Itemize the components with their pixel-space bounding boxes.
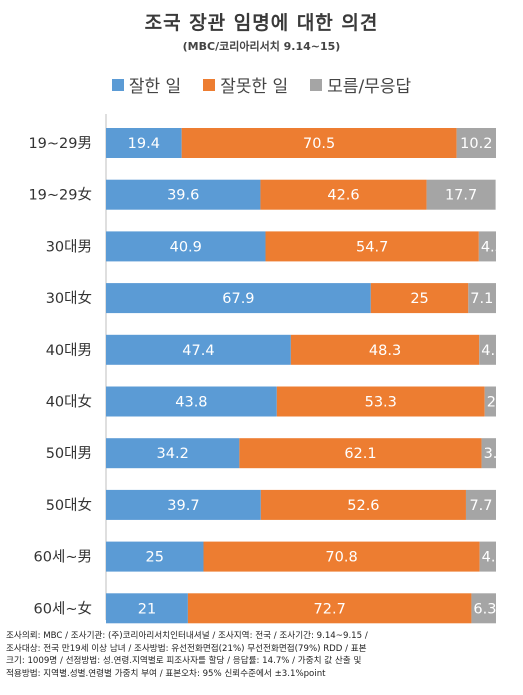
bar-segment: [106, 231, 266, 262]
legend-item-good: 잘한 일: [111, 72, 182, 97]
data-label: 43.8: [175, 395, 207, 411]
bar-segment: [370, 283, 469, 314]
category-label: 30대女: [46, 289, 92, 307]
category-label: 50대女: [46, 496, 92, 514]
bar-segment: [203, 541, 480, 572]
bar-segment: [265, 231, 479, 262]
data-label: 54.7: [356, 239, 388, 255]
category-label: 40대男: [46, 342, 92, 359]
bar-segment: [181, 128, 457, 158]
stacked-bar-chart: 19~29男 19.4 70.5 10.2 19~29女 39.6 42.6 17.7 30대男…: [28, 114, 510, 624]
category-label: 19~29男: [28, 136, 92, 152]
footnote-line: 조사의뢰: MBC / 조사기관: (주)코리아리서치인터내셔널 / 조사지역:…: [6, 631, 368, 641]
legend-label-bad: 잘못한 일: [220, 77, 289, 97]
bar-segment: [465, 489, 496, 520]
data-label: 10.2: [460, 136, 492, 152]
bar-segment: [260, 179, 427, 210]
data-label: 62.1: [344, 446, 376, 462]
bar-segment: [426, 179, 496, 210]
data-label: 7.1: [470, 291, 493, 307]
legend-swatch-unknown: [310, 78, 323, 91]
data-label: 25: [410, 291, 428, 307]
bar-segment: [106, 386, 277, 417]
footnote-line: 크기: 1009명 / 선정방법: 성.연령.지역별로 피조사자를 할당 / 응…: [6, 656, 362, 666]
data-label: 53.3: [365, 395, 397, 411]
bar-segment: [239, 438, 482, 469]
legend-label-good: 잘한 일: [128, 77, 182, 97]
bar-segment: [260, 489, 466, 520]
bar-segment: [106, 541, 204, 572]
data-label: 4.5: [481, 239, 504, 255]
chart-subtitle: (MBC/코리아리서치 9.14~15): [182, 40, 341, 53]
data-label: 2.9: [487, 395, 510, 411]
bar-segment: [106, 438, 240, 469]
data-label: 70.8: [325, 550, 357, 566]
legend-item-bad: 잘못한 일: [203, 72, 288, 97]
legend-swatch-bad: [203, 78, 216, 91]
legend: 잘한 일 잘못한 일 모름/무응답: [0, 72, 523, 97]
bar-segment: [456, 128, 496, 158]
bar-segment: [106, 283, 371, 314]
data-label: 17.7: [445, 188, 477, 204]
bar-segment: [106, 128, 182, 158]
data-label: 7.7: [469, 498, 492, 514]
bar-segment: [481, 438, 496, 469]
category-label: 60세~女: [34, 599, 92, 617]
data-label: 21: [138, 601, 156, 617]
bar-segment: [106, 489, 261, 520]
data-label: 67.9: [222, 291, 254, 307]
data-label: 52.6: [347, 498, 379, 514]
footnote-line: 적용방법: 지역별.성별.연령별 가중치 부여 / 표본오차: 95% 신뢰수준…: [6, 668, 326, 679]
data-label: 42.6: [327, 188, 359, 204]
data-label: 47.4: [182, 343, 214, 359]
survey-footnote: 조사의뢰: MBC / 조사기관: (주)코리아리서치인터내셔널 / 조사지역:…: [6, 630, 516, 680]
data-label: 3.7: [484, 446, 507, 462]
bar-segment: [484, 386, 496, 417]
category-label: 19~29女: [28, 186, 92, 204]
bar-segment: [478, 231, 496, 262]
bar-segment: [106, 334, 291, 365]
bar-segment: [290, 334, 480, 365]
data-label: 25: [146, 550, 164, 566]
legend-item-unknown: 모름/무응답: [310, 72, 411, 97]
category-label: 60세~男: [34, 549, 92, 566]
bar-segment: [479, 334, 496, 365]
category-label: 50대男: [46, 445, 92, 462]
legend-label-unknown: 모름/무응답: [327, 77, 412, 97]
data-label: 72.7: [314, 601, 346, 617]
data-label: 19.4: [128, 136, 160, 152]
bar-segment: [106, 179, 261, 210]
category-label: 30대男: [46, 238, 92, 255]
data-label: 4.3: [481, 343, 504, 359]
footnote-line: 조사대상: 전국 만19세 이상 남녀 / 조사방법: 유선전화면접(21%) …: [6, 643, 367, 654]
category-label: 40대女: [46, 393, 92, 411]
bar-segment: [479, 541, 496, 572]
bar-segment: [187, 593, 472, 624]
bar-segment: [106, 593, 188, 624]
data-label: 70.5: [303, 136, 335, 152]
bar-segment: [276, 386, 485, 417]
data-label: 40.9: [170, 239, 202, 255]
data-label: 39.6: [167, 188, 199, 204]
data-label: 39.7: [167, 498, 199, 514]
legend-swatch-good: [111, 78, 124, 91]
bar-segment: [471, 593, 496, 624]
data-label: 4.2: [482, 550, 505, 566]
data-label: 6.3: [473, 601, 496, 617]
chart-title: 조국 장관 임명에 대한 의견: [144, 12, 379, 34]
data-label: 34.2: [157, 446, 189, 462]
bar-segment: [468, 283, 496, 314]
data-label: 48.3: [369, 343, 401, 359]
